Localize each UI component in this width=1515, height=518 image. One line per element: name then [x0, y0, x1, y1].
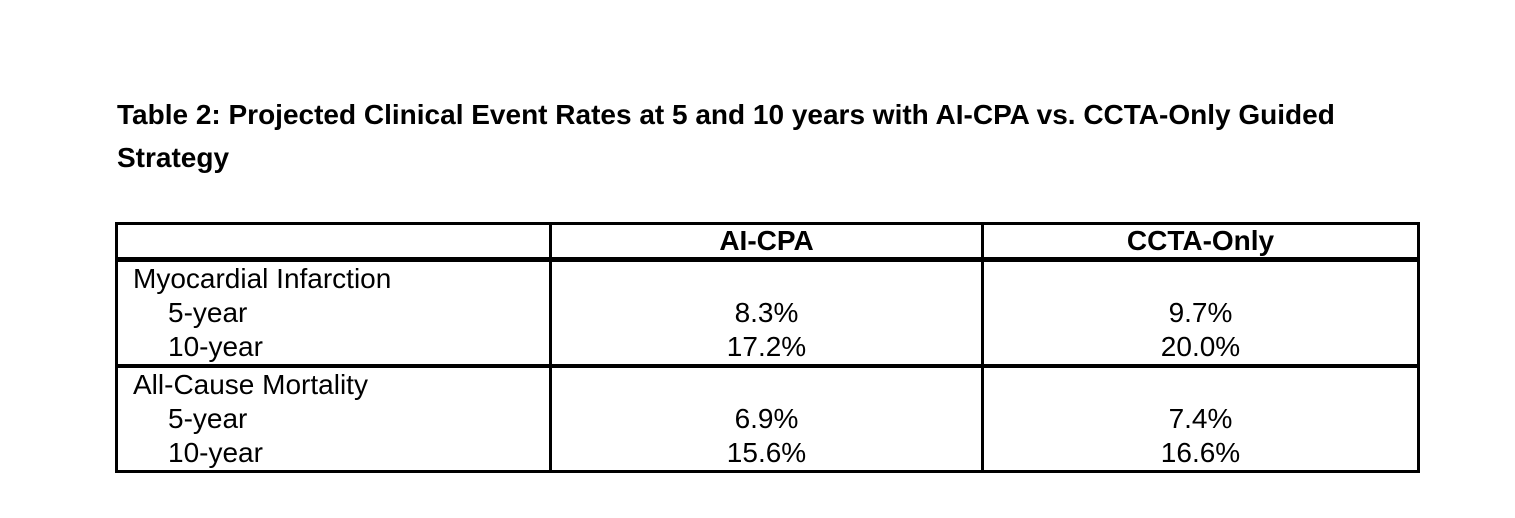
section-myocardial-infarction: Myocardial Infarction 5-year 10-year 8.3…: [117, 259, 1419, 367]
value-mi-5yr-ai-cpa: 8.3%: [734, 297, 799, 328]
ccta-only-value-cell: 9.7% 20.0%: [981, 259, 1419, 366]
value-acm-10yr-ccta-only: 16.6%: [1160, 437, 1241, 468]
value-acm-5yr-ccta-only: 7.4%: [1168, 403, 1233, 434]
sub-row-label: 5-year: [168, 297, 248, 328]
value-mi-10yr-ai-cpa: 17.2%: [726, 331, 807, 362]
header-ai-cpa: AI-CPA: [549, 223, 983, 262]
value-mi-5yr-ccta-only: 9.7%: [1168, 297, 1233, 328]
row-label-cell: Myocardial Infarction 5-year 10-year: [117, 260, 551, 367]
ccta-only-value-cell: 7.4% 16.6%: [981, 364, 1419, 472]
spacer-line: [552, 368, 981, 402]
header-row: AI-CPA CCTA-Only: [116, 223, 1419, 262]
group-label: Myocardial Infarction: [133, 263, 392, 294]
header-empty-cell: [116, 223, 551, 262]
spacer-line: [552, 262, 981, 296]
value-acm-10yr-ai-cpa: 15.6%: [726, 437, 807, 468]
table-title: Table 2: Projected Clinical Event Rates …: [117, 99, 1335, 173]
clinical-event-rates-table: AI-CPA CCTA-Only Myocardial Infarction 5…: [115, 222, 1420, 473]
value-acm-5yr-ai-cpa: 6.9%: [734, 403, 799, 434]
group-label: All-Cause Mortality: [133, 369, 368, 400]
sub-row-label: 10-year: [168, 331, 263, 362]
section-all-cause-mortality: All-Cause Mortality 5-year 10-year 6.9% …: [116, 364, 1419, 472]
value-mi-10yr-ccta-only: 20.0%: [1160, 331, 1241, 362]
row-label-cell: All-Cause Mortality 5-year 10-year: [116, 364, 551, 472]
spacer-line: [984, 368, 1417, 402]
spacer-line: [984, 262, 1417, 296]
ai-cpa-value-cell: 8.3% 17.2%: [549, 259, 983, 366]
ai-cpa-value-cell: 6.9% 15.6%: [549, 364, 983, 472]
sub-row-label: 5-year: [168, 403, 248, 434]
header-ccta-only: CCTA-Only: [981, 223, 1419, 262]
sub-row-label: 10-year: [168, 437, 263, 468]
